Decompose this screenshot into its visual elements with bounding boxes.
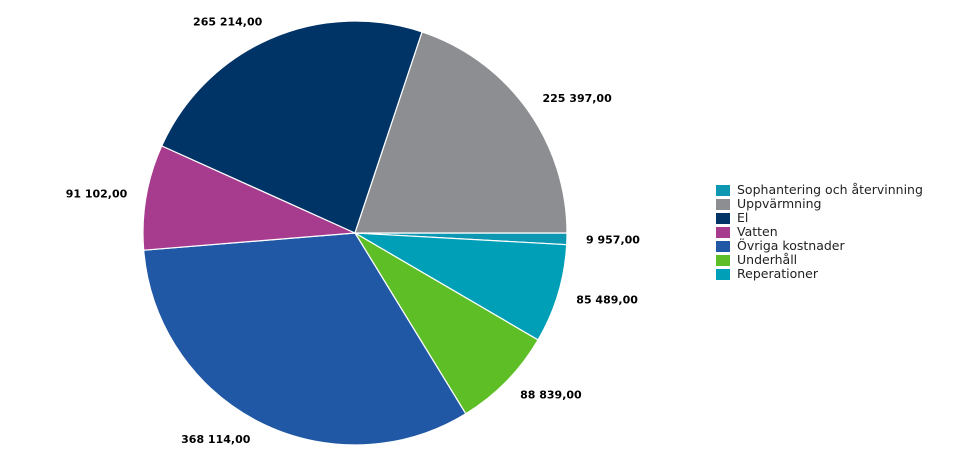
legend-item[interactable]: El — [716, 211, 923, 225]
legend-label: Uppvärmning — [737, 196, 822, 211]
data-label: 85 489,00 — [576, 294, 638, 307]
legend-swatch — [716, 226, 730, 238]
legend-swatch — [716, 198, 730, 210]
legend-swatch — [716, 268, 730, 280]
data-label: 265 214,00 — [193, 15, 263, 28]
legend-item[interactable]: Vatten — [716, 225, 923, 239]
pie-slice[interactable] — [354, 31, 568, 234]
pie-slice[interactable] — [143, 232, 467, 446]
data-label: 368 114,00 — [181, 433, 251, 446]
legend-label: Övriga kostnader — [737, 238, 845, 253]
legend: Sophantering och återvinning Uppvärmning… — [716, 183, 923, 281]
legend-label: Underhåll — [737, 252, 798, 267]
legend-label: Vatten — [737, 224, 778, 239]
legend-label: Sophantering och återvinning — [737, 182, 923, 197]
legend-label: El — [737, 210, 749, 225]
legend-item[interactable]: Underhåll — [716, 253, 923, 267]
pie-slice[interactable] — [354, 232, 539, 415]
legend-item[interactable]: Övriga kostnader — [716, 239, 923, 253]
pie-slice[interactable] — [160, 20, 423, 234]
pie-slice[interactable] — [142, 145, 356, 251]
legend-item[interactable]: Sophantering och återvinning — [716, 183, 923, 197]
data-label: 91 102,00 — [66, 188, 128, 201]
data-label: 9 957,00 — [586, 233, 640, 246]
legend-label: Reperationer — [737, 266, 819, 281]
legend-swatch — [716, 254, 730, 266]
legend-swatch — [716, 240, 730, 252]
data-label: 225 397,00 — [543, 92, 613, 105]
legend-item[interactable]: Reperationer — [716, 267, 923, 281]
legend-swatch — [716, 212, 730, 224]
legend-item[interactable]: Uppvärmning — [716, 197, 923, 211]
data-label: 88 839,00 — [520, 389, 582, 402]
pie-slice[interactable] — [354, 232, 568, 341]
legend-swatch — [716, 184, 730, 196]
